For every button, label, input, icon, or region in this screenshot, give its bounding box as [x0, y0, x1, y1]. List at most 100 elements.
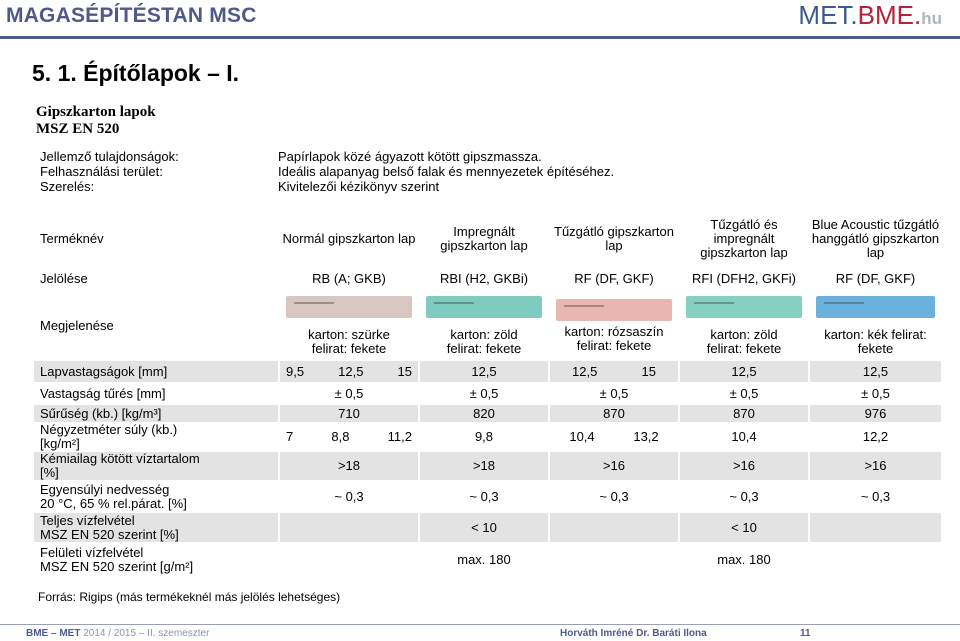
product-code: RBI (H2, GKBi) [419, 266, 550, 291]
board-swatch [816, 295, 935, 318]
thickness-value: 9,5 [286, 363, 305, 379]
thickness-value: 12,5 [679, 360, 810, 383]
table-row: Vastagság tűrés [mm] ± 0,5 ± 0,5 ± 0,5 ±… [34, 382, 943, 405]
row-label-line2: MSZ EN 520 szerint [g/m²] [40, 558, 194, 574]
table-row: Teljes vízfelvétel MSZ EN 520 szerint [%]… [34, 512, 943, 543]
props-values: Papírlapok közé ágyazott kötött gipszmas… [278, 149, 614, 194]
weight-value: 12,2 [809, 422, 943, 452]
table-row: Jelölése RB (A; GKB) RBI (H2, GKBi) RF (… [34, 266, 943, 291]
tolerance-value: ± 0,5 [419, 382, 550, 405]
row-label-line2: [%] [40, 465, 59, 480]
board-swatch [686, 295, 802, 318]
value-cell: 7 8,8 11,2 [279, 422, 420, 452]
thickness-value: 12,5 [572, 363, 598, 379]
board-swatch [556, 298, 672, 321]
table-row: Lapvastagságok [mm] 9,5 12,5 15 12,5 12,5 1… [34, 360, 943, 383]
water-content-value: >18 [279, 451, 420, 481]
product-code: RF (DF, GKF) [809, 266, 943, 291]
table-row: Négyzetméter súly (kb.) [kg/m²] 7 8,8 11,2 … [34, 422, 943, 452]
row-label-line1: Négyzetméter súly (kb.) [40, 422, 178, 437]
product-name: Tűzgátló gipszkarton lap [549, 210, 680, 267]
logo-bme: BME. [857, 0, 922, 30]
logo-met: MET. [798, 0, 858, 30]
tolerance-value: ± 0,5 [679, 382, 810, 405]
weight-value: 9,8 [419, 422, 550, 452]
appearance-text: karton: zöld felirat: fekete [706, 326, 782, 356]
thickness-value: 15 [641, 363, 656, 379]
row-label-line1: Egyensúlyi nedvesség [40, 481, 170, 497]
product-code: RB (A; GKB) [279, 266, 420, 291]
absorption-value: < 10 [419, 512, 550, 543]
appearance-cell: karton: zöld felirat: fekete [419, 290, 550, 361]
met-bme-logo: MET.BME.hu [798, 0, 942, 31]
prop-label: Szerelés: [40, 179, 95, 194]
header-title: MAGASÉPÍTÉSTAN MSC [6, 4, 257, 27]
moisture-value: ~ 0,3 [279, 480, 420, 513]
surface-absorption-value [809, 542, 943, 577]
product-name: Normál gipszkarton lap [279, 210, 420, 267]
row-label: Négyzetméter súly (kb.) [kg/m²] [34, 422, 280, 452]
moisture-value: ~ 0,3 [549, 480, 680, 513]
header-divider [0, 36, 960, 39]
thickness-value: 12,5 [338, 363, 364, 379]
logo-hu: hu [921, 9, 942, 28]
footer-course: BME – MET 2014 / 2015 – II. szemeszter [26, 628, 209, 639]
absorption-value [279, 512, 420, 543]
doc-title-line1: Gipszkarton lapok [36, 104, 156, 120]
weight-value: 13,2 [633, 429, 659, 444]
product-code: RFI (DFH2, GKFi) [679, 266, 810, 291]
prop-value: Kivitelezői kézikönyv szerint [278, 179, 440, 194]
product-name: Tűzgátló és impregnált gipszkarton lap [679, 210, 810, 267]
board-swatch [286, 295, 412, 318]
row-label: Egyensúlyi nedvesség 20 °C, 65 % rel.pára… [34, 480, 280, 513]
row-label-line2: 20 °C, 65 % rel.párat. [%] [40, 495, 187, 511]
value-cell: 12,5 15 [549, 360, 680, 383]
table-row: Felületi vízfelvétel MSZ EN 520 szerint [… [34, 542, 943, 577]
thickness-value: 15 [397, 363, 412, 379]
footer-semester: 2014 / 2015 – II. szemeszter [80, 628, 210, 639]
source-footnote: Forrás: Rigips (más termékeknél más jelö… [38, 590, 341, 604]
water-content-value: >16 [549, 451, 680, 481]
appearance-cell: karton: kék felirat: fekete [809, 290, 943, 361]
appearance-text: karton: zöld felirat: fekete [446, 326, 522, 356]
moisture-value: ~ 0,3 [679, 480, 810, 513]
water-content-value: >18 [419, 451, 550, 481]
appearance-text: karton: rózsaszín felirat: fekete [564, 323, 664, 353]
row-label-line1: Felületi vízfelvétel [40, 544, 144, 560]
row-label: Sűrűség (kb.) [kg/m³] [34, 404, 280, 423]
row-label: Megjelenése [34, 290, 280, 361]
weight-value: 10,4 [569, 429, 595, 444]
prop-label: Felhasználási terület: [40, 164, 163, 179]
appearance-cell: karton: zöld felirat: fekete [679, 290, 810, 361]
weight-value: 11,2 [387, 429, 412, 444]
row-label: Teljes vízfelvétel MSZ EN 520 szerint [%] [34, 512, 280, 543]
board-swatch [426, 295, 542, 318]
absorption-value: < 10 [679, 512, 810, 543]
row-label: Terméknév [34, 210, 280, 267]
surface-absorption-value [549, 542, 680, 577]
row-label-line1: Teljes vízfelvétel [40, 512, 135, 528]
props-labels: Jellemző tulajdonságok: Felhasználási te… [40, 149, 179, 194]
product-name: Impregnált gipszkarton lap [419, 210, 550, 267]
prop-value: Papírlapok közé ágyazott kötött gipszmas… [278, 149, 542, 164]
appearance-text: karton: kék felirat: fekete [824, 326, 927, 356]
value-cell: 10,4 13,2 [549, 422, 680, 452]
row-label-line2: MSZ EN 520 szerint [%] [40, 526, 179, 542]
page-number: 11 [800, 628, 811, 639]
tolerance-value: ± 0,5 [549, 382, 680, 405]
footer-course-name: BME – MET [26, 628, 81, 639]
tolerance-value: ± 0,5 [279, 382, 420, 405]
weight-value: 8,8 [331, 429, 350, 444]
density-value: 710 [279, 404, 420, 423]
density-value: 976 [809, 404, 943, 423]
appearance-cell: karton: szürke felirat: fekete [279, 290, 420, 361]
density-value: 870 [549, 404, 680, 423]
spec-table: Terméknév Normál gipszkarton lap Impregn… [34, 210, 943, 577]
appearance-text: karton: szürke felirat: fekete [308, 326, 390, 356]
row-label: Kémiailag kötött víztartalom [%] [34, 451, 280, 481]
footer-author: Horváth Imréné Dr. Baráti Ilona [560, 628, 707, 639]
thickness-value: 12,5 [419, 360, 550, 383]
row-label: Vastagság tűrés [mm] [34, 382, 280, 405]
row-label-line1: Kémiailag kötött víztartalom [40, 451, 200, 466]
density-value: 870 [679, 404, 810, 423]
